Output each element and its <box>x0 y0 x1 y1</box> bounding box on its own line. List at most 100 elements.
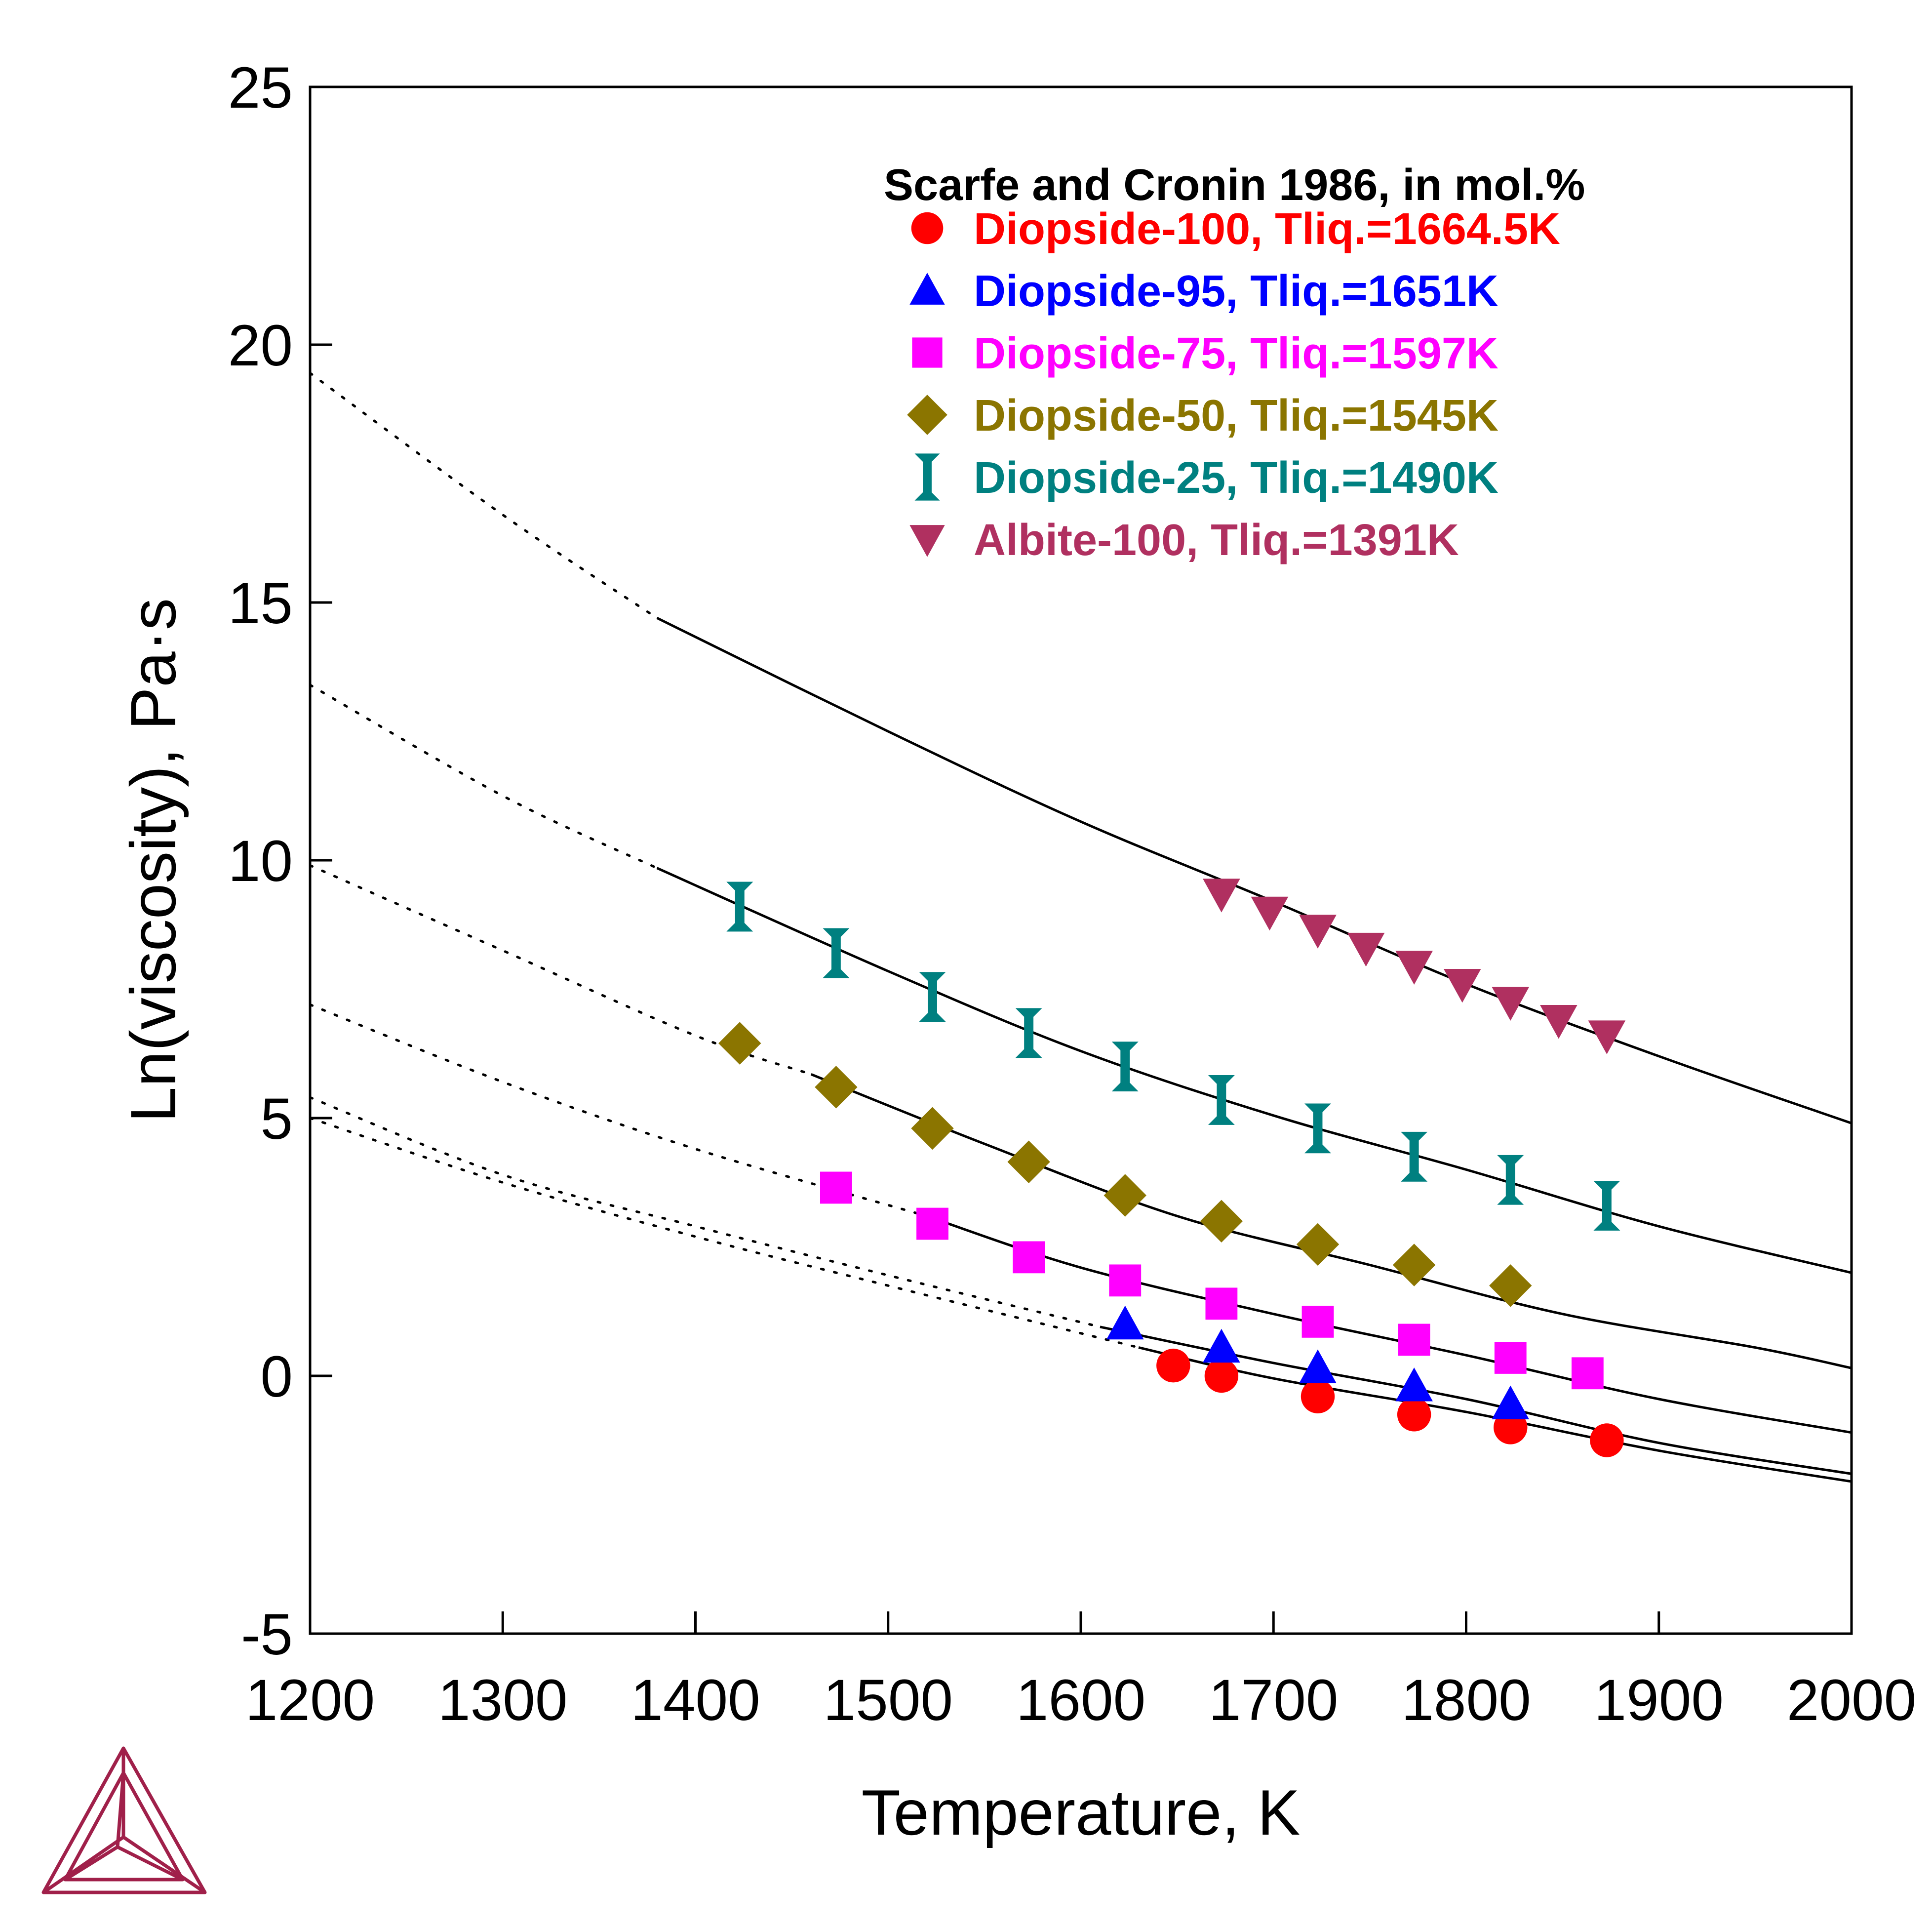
data-point <box>1251 896 1289 931</box>
legend-title: Scarfe and Cronin 1986, in mol.% <box>884 160 1585 210</box>
legend-entry-label: Diopside-100, Tliq.=1664.5K <box>974 204 1560 254</box>
data-point <box>1299 915 1337 949</box>
data-point <box>1593 1181 1620 1231</box>
model-curve-extrapolated <box>309 864 813 1076</box>
data-point <box>1304 1103 1332 1154</box>
data-point <box>1299 1349 1337 1383</box>
legend-marker <box>912 337 943 368</box>
legend: Scarfe and Cronin 1986, in mol.% Diopsid… <box>884 160 1585 565</box>
data-point <box>1111 1042 1139 1091</box>
data-point <box>1395 1367 1433 1402</box>
x-axis-ticks: 1200 1300 1400 1500 1600 1700 1800 1900 2000 <box>245 1611 1917 1733</box>
data-point <box>1015 1008 1042 1058</box>
thermo-calc-logo <box>41 1746 207 1894</box>
series-circle <box>1156 1348 1624 1457</box>
x-tick-label: 1600 <box>1016 1668 1146 1733</box>
data-point <box>916 1207 948 1240</box>
data-point <box>1395 951 1433 985</box>
data-point <box>1497 1155 1524 1205</box>
data-point <box>1109 1264 1142 1297</box>
data-point <box>1104 1174 1146 1217</box>
x-tick-label: 1300 <box>438 1668 568 1733</box>
series-triangle-down <box>1203 879 1626 1054</box>
y-axis-ticks: -5 0 5 10 15 20 25 <box>228 55 332 1667</box>
y-tick-label: 5 <box>260 1086 293 1152</box>
model-curve-extrapolated <box>309 1003 928 1217</box>
data-point <box>1007 1140 1050 1183</box>
x-axis-label: Temperature, K <box>862 1776 1301 1848</box>
data-point <box>1296 1223 1340 1266</box>
data-point <box>1203 1328 1240 1363</box>
data-point <box>1347 932 1385 967</box>
legend-entry-label: Diopside-95, Tliq.=1651K <box>974 267 1498 316</box>
data-point <box>1571 1357 1604 1390</box>
data-point <box>1489 1264 1532 1307</box>
data-point <box>1106 1305 1144 1340</box>
data-point <box>1205 1287 1238 1320</box>
y-tick-label: -5 <box>241 1602 293 1667</box>
legend-entry-label: Albite-100, Tliq.=1391K <box>974 516 1459 565</box>
data-point <box>1301 1379 1335 1413</box>
x-tick-label: 1200 <box>245 1668 375 1733</box>
y-tick-label: 0 <box>260 1344 293 1409</box>
data-point <box>911 1107 954 1150</box>
legend-marker <box>909 525 945 557</box>
model-curve-extrapolated <box>309 1117 1140 1349</box>
data-point <box>1392 1244 1436 1286</box>
x-tick-label: 1500 <box>823 1668 953 1733</box>
series-square <box>820 1171 1604 1390</box>
legend-entry-label: Diopside-25, Tliq.=1490K <box>974 453 1498 503</box>
data-point <box>919 972 946 1022</box>
data-point <box>823 928 850 978</box>
y-tick-label: 25 <box>228 55 293 120</box>
data-point <box>1588 1020 1626 1054</box>
series-triangle-up <box>1106 1305 1530 1420</box>
data-point <box>1492 987 1530 1021</box>
data-point <box>1301 1305 1334 1338</box>
x-tick-label: 1400 <box>631 1668 760 1733</box>
x-tick-label: 1900 <box>1594 1668 1724 1733</box>
data-point <box>1203 879 1240 913</box>
y-tick-label: 10 <box>228 829 293 894</box>
legend-marker <box>914 453 940 501</box>
legend-marker <box>907 395 947 435</box>
model-curve <box>810 1073 1852 1369</box>
legend-marker <box>909 273 945 305</box>
legend-entry-label: Diopside-50, Tliq.=1545K <box>974 391 1498 441</box>
y-tick-label: 15 <box>228 571 293 636</box>
data-point <box>1156 1348 1190 1383</box>
legend-marker <box>911 212 944 244</box>
data-point <box>1590 1423 1624 1457</box>
data-point <box>1398 1324 1430 1356</box>
data-markers <box>718 879 1626 1457</box>
data-point <box>1204 1359 1239 1393</box>
data-point <box>820 1171 852 1204</box>
data-point <box>1492 1385 1530 1420</box>
data-point <box>1013 1241 1045 1274</box>
legend-entry-label: Diopside-75, Tliq.=1597K <box>974 329 1498 378</box>
data-point <box>1208 1075 1235 1125</box>
y-axis-label: Ln(viscosity), Pa·s <box>117 598 189 1123</box>
data-point <box>1443 968 1481 1003</box>
model-curve <box>656 867 1852 1274</box>
data-point <box>1540 1005 1577 1039</box>
data-point <box>726 882 753 932</box>
data-point <box>815 1066 858 1109</box>
series-bar <box>726 882 1620 1231</box>
y-tick-label: 20 <box>228 313 293 378</box>
series-diamond <box>718 1022 1532 1307</box>
x-tick-label: 1700 <box>1209 1668 1339 1733</box>
data-point <box>718 1022 761 1065</box>
x-tick-label: 1800 <box>1401 1668 1531 1733</box>
model-curve <box>926 1215 1852 1434</box>
model-curves <box>309 371 1852 1483</box>
model-curve-extrapolated <box>309 371 658 619</box>
data-point <box>1200 1200 1243 1243</box>
x-tick-label: 2000 <box>1787 1668 1917 1733</box>
data-point <box>1397 1398 1431 1432</box>
model-curve-extrapolated <box>309 683 658 870</box>
data-point <box>1401 1131 1428 1182</box>
data-point <box>1494 1342 1527 1374</box>
